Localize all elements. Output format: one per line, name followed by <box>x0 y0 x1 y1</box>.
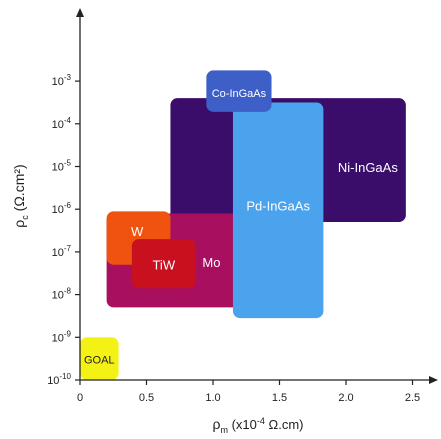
y-tick-label: 10-7 <box>52 244 72 259</box>
region-label-w: W <box>131 224 144 239</box>
region-pd-ingaas <box>232 102 324 319</box>
x-axis-label-sub: m <box>220 425 228 435</box>
y-tick-label: 10-5 <box>52 159 72 174</box>
x-tick-label: 1.5 <box>272 392 287 404</box>
region-label-goal: GOAL <box>84 355 115 367</box>
y-tick-label: 10-9 <box>52 329 72 344</box>
x-axis-label-sup: -4 <box>257 416 265 426</box>
y-axis-label-main: ρ <box>11 220 27 228</box>
ticks-layer: 0 0.5 1.0 1.5 2.0 2.5 10-3 10-4 10-5 10-6 10-7 10-8… <box>47 73 420 404</box>
region-label-tiw: TiW <box>152 257 175 272</box>
region-label-mo: Mo <box>202 255 220 270</box>
y-axis-label-sub: c <box>20 215 30 220</box>
x-axis-label-unit: Ω.cm) <box>265 417 304 432</box>
y-tick-label: 10-8 <box>52 287 72 302</box>
region-label-ni-ingaas: Ni-InGaAs <box>338 160 398 175</box>
x-axis-label-rest: (x10 <box>228 417 257 432</box>
region-co-ingaas <box>206 70 272 112</box>
x-axis-arrow <box>429 376 438 384</box>
x-axis-label: ρm (x10-4 Ω.cm) <box>213 416 304 435</box>
x-tick-label: 2.0 <box>338 392 353 404</box>
region-label-pd-ingaas: Pd-InGaAs <box>246 199 310 214</box>
y-tick-label: 10-10 <box>47 372 71 387</box>
y-axis-label: ρc (Ω.cm²) <box>11 164 30 227</box>
y-tick-label: 10-6 <box>52 201 72 216</box>
x-tick-label: 0 <box>77 392 83 404</box>
x-tick-label: 0.5 <box>139 392 154 404</box>
y-tick-label: 10-3 <box>52 73 72 88</box>
y-axis-label-rest: (Ω.cm²) <box>11 164 27 215</box>
y-tick-label: 10-4 <box>52 116 72 131</box>
region-tiw <box>131 239 196 289</box>
y-axis-arrow <box>76 8 84 17</box>
regions-layer: Ni-InGaAs Mo Pd-InGaAs Co-InGaAs W TiW GOAL <box>80 70 406 380</box>
x-tick-label: 1.0 <box>205 392 220 404</box>
region-label-co-ingaas: Co-InGaAs <box>212 88 267 100</box>
axes <box>76 8 438 384</box>
x-axis-label-main: ρ <box>213 416 221 432</box>
region-goal <box>80 337 119 380</box>
x-tick-label: 2.5 <box>405 392 420 404</box>
